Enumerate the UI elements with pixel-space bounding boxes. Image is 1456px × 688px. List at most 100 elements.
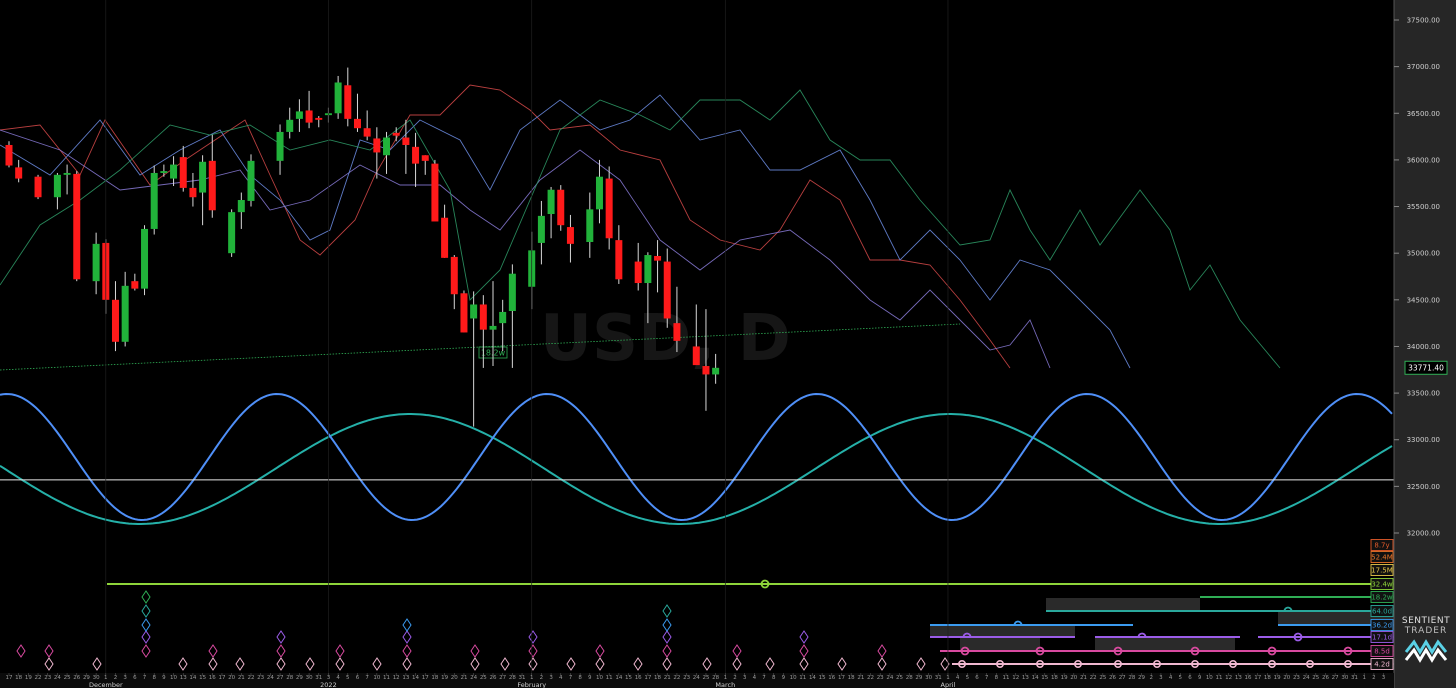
x-tick-label: 10 xyxy=(1206,675,1213,681)
cycle-node xyxy=(1344,659,1353,668)
x-tick-label: 17 xyxy=(644,675,651,681)
trough-diamond-icon xyxy=(765,657,775,671)
cycle-label: 17.1d xyxy=(1372,634,1392,642)
x-tick-label: 20 xyxy=(1283,675,1290,681)
trough-diamond-icon xyxy=(702,657,712,671)
candle-body xyxy=(73,173,81,280)
cycle-projection-box xyxy=(1278,612,1394,624)
x-tick-label: 25 xyxy=(1312,675,1319,681)
x-tick-label: 13 xyxy=(1235,675,1242,681)
x-tick-label: 26 xyxy=(490,675,497,681)
x-tick-label: 16 xyxy=(635,675,642,681)
candle-body xyxy=(199,161,207,193)
candle-body xyxy=(479,304,487,330)
candle-body xyxy=(547,189,555,215)
x-tick-label: 3 xyxy=(1159,675,1163,681)
trough-diamond-icon xyxy=(877,644,887,658)
cycle-node xyxy=(1190,646,1200,656)
price-axis-panel[interactable] xyxy=(1394,0,1456,688)
cycle-label-box xyxy=(1370,578,1394,590)
candle-body xyxy=(557,189,565,226)
trough-diamond-icon xyxy=(44,644,54,658)
cycle-node xyxy=(1306,659,1315,668)
x-tick-label: 3 xyxy=(743,675,747,681)
x-tick-label: 6 xyxy=(133,675,137,681)
candle-body xyxy=(121,285,129,342)
cycle-label-box xyxy=(1370,619,1394,631)
x-tick-label: 31 xyxy=(935,675,942,681)
candle-body xyxy=(470,304,478,319)
candle-body xyxy=(5,144,13,166)
sentient-trader-logo: SENTIENT TRADER xyxy=(1402,616,1450,663)
envelope-purple xyxy=(0,129,1051,369)
x-tick-label: 6 xyxy=(356,675,360,681)
logo-line2: TRADER xyxy=(1404,626,1447,636)
candle-body xyxy=(654,255,662,261)
x-month-label: 2022 xyxy=(320,681,337,688)
candle-body xyxy=(305,110,313,123)
x-tick-label: 7 xyxy=(143,675,147,681)
cycle-label: 64.0d xyxy=(1372,608,1392,616)
cycle-label: 8.5d xyxy=(1374,648,1390,656)
trough-diamond-icon xyxy=(528,644,538,658)
trough-diamond-icon xyxy=(402,618,412,632)
candle-body xyxy=(673,323,681,341)
x-tick-label: 3 xyxy=(1382,675,1386,681)
cycle-projection-box xyxy=(1046,598,1200,611)
trough-diamond-icon xyxy=(141,604,151,618)
trough-diamond-icon xyxy=(470,644,480,658)
trough-diamond-icon xyxy=(595,657,605,671)
x-tick-label: 28 xyxy=(906,675,913,681)
x-tick-label: 31 xyxy=(315,675,322,681)
y-tick-label: 36000.00 xyxy=(1407,156,1440,164)
candle-body xyxy=(286,119,294,132)
candle-body xyxy=(663,261,671,319)
candle-body xyxy=(160,171,168,173)
candle-body xyxy=(92,243,100,282)
candle-body xyxy=(412,146,420,164)
x-tick-label: 23 xyxy=(1293,675,1300,681)
x-month-label: March xyxy=(715,681,735,688)
trough-diamond-icon xyxy=(335,644,345,658)
candle-body xyxy=(692,346,700,366)
y-tick-label: 34500.00 xyxy=(1407,296,1440,304)
x-tick-label: 23 xyxy=(257,675,264,681)
trough-diamond-icon xyxy=(595,644,605,658)
x-tick-label: 1 xyxy=(1362,675,1366,681)
x-tick-label: 23 xyxy=(44,675,51,681)
x-tick-label: 17 xyxy=(1254,675,1261,681)
x-tick-label: 6 xyxy=(975,675,979,681)
x-tick-label: 11 xyxy=(1003,675,1010,681)
candle-body xyxy=(402,137,410,145)
x-tick-label: 13 xyxy=(402,675,409,681)
x-tick-label: 27 xyxy=(1119,675,1126,681)
x-tick-label: 4 xyxy=(1169,675,1173,681)
x-tick-label: 9 xyxy=(1198,675,1202,681)
x-tick-label: 22 xyxy=(35,675,42,681)
x-tick-label: 10 xyxy=(596,675,603,681)
candle-body xyxy=(634,261,642,284)
time-axis-panel[interactable] xyxy=(0,673,1394,688)
x-tick-label: 11 xyxy=(383,675,390,681)
x-tick-label: 16 xyxy=(209,675,216,681)
candle-body xyxy=(237,200,245,213)
trough-diamond-icon xyxy=(732,644,742,658)
x-tick-label: 10 xyxy=(790,675,797,681)
candle-body xyxy=(334,82,342,114)
x-tick-label: 3 xyxy=(549,675,553,681)
cycle-projection-box xyxy=(1095,638,1235,650)
cycle-projection-box xyxy=(960,638,1040,650)
y-tick-label: 36500.00 xyxy=(1407,110,1440,118)
cycle-label: 32.4w xyxy=(1371,581,1393,589)
trough-diamond-icon xyxy=(305,657,315,671)
candle-body xyxy=(450,256,458,295)
envelope-blue xyxy=(0,94,1131,369)
x-tick-label: 30 xyxy=(1341,675,1348,681)
x-tick-label: 2 xyxy=(1149,675,1153,681)
x-tick-label: 7 xyxy=(569,675,573,681)
trough-diamond-icon xyxy=(916,657,926,671)
cycle-projection-box xyxy=(930,626,1075,638)
trough-diamond-icon xyxy=(470,657,480,671)
x-tick-label: 11 xyxy=(606,675,613,681)
